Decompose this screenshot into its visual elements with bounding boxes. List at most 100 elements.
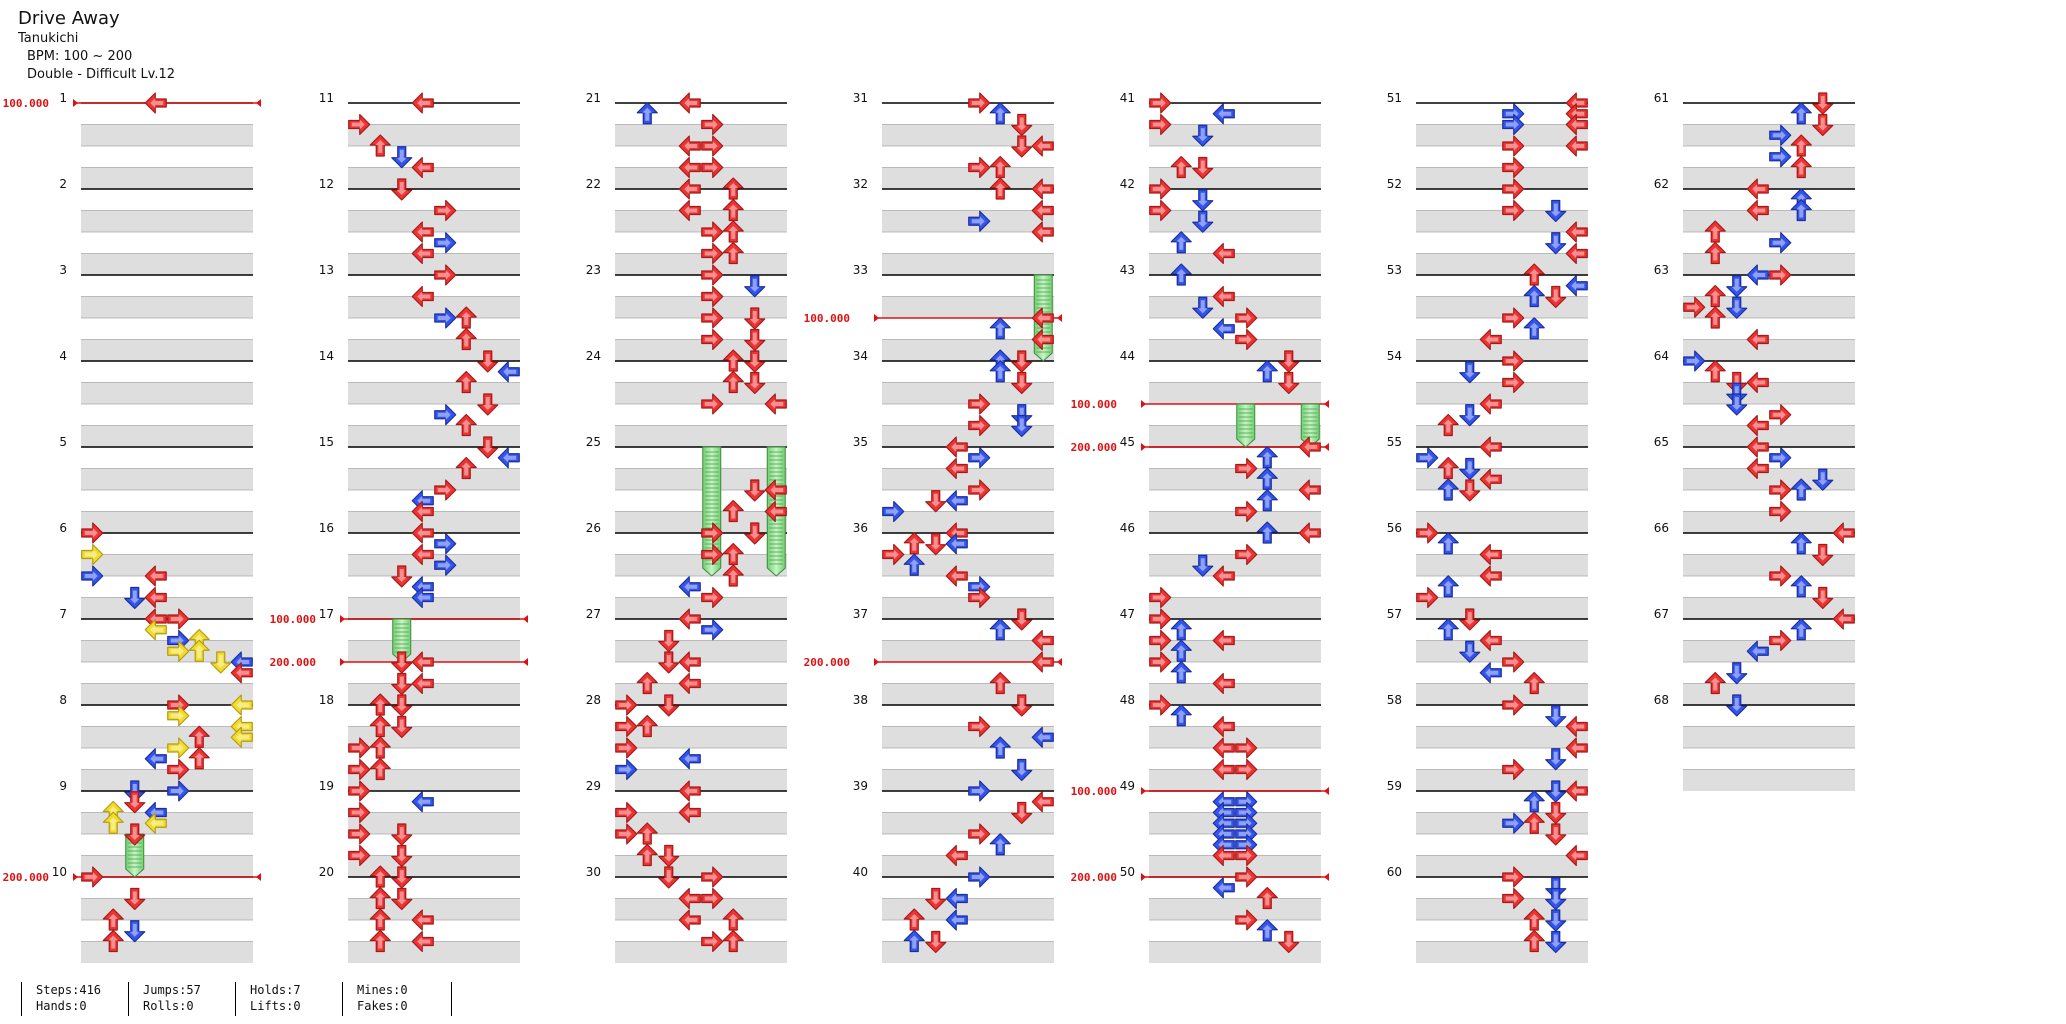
beat-band bbox=[1416, 425, 1588, 447]
arrow-note bbox=[1437, 413, 1459, 437]
arrow-note bbox=[1459, 361, 1481, 384]
arrow-note bbox=[81, 543, 104, 566]
arrow-note bbox=[968, 715, 991, 738]
beat-band bbox=[81, 855, 253, 877]
beat-band bbox=[81, 425, 253, 447]
arrow-note bbox=[764, 500, 787, 523]
beat-band bbox=[1416, 941, 1588, 963]
beat-band bbox=[81, 812, 253, 834]
arrow-note bbox=[701, 113, 724, 136]
arrow-note bbox=[678, 801, 701, 824]
arrow-note bbox=[1479, 565, 1502, 587]
bpm-marker-left bbox=[73, 873, 78, 881]
arrow-note bbox=[1149, 629, 1172, 652]
beat-band bbox=[615, 425, 787, 447]
measure-number: 27 bbox=[586, 607, 601, 621]
arrow-note bbox=[1565, 242, 1588, 265]
measure-number: 44 bbox=[1120, 349, 1135, 363]
arrow-note bbox=[1565, 780, 1588, 802]
beat-band bbox=[81, 554, 253, 576]
arrow-note bbox=[124, 791, 146, 814]
arrow-note bbox=[945, 887, 968, 910]
stat-mines: Mines:0 bbox=[357, 983, 408, 997]
hold-note bbox=[1300, 403, 1320, 448]
arrow-note bbox=[903, 532, 925, 555]
arrow-note bbox=[391, 715, 413, 739]
beat-band bbox=[615, 339, 787, 361]
arrow-note bbox=[411, 221, 434, 243]
arrow-note bbox=[701, 156, 724, 179]
arrow-note bbox=[945, 457, 968, 480]
beat-band bbox=[348, 511, 520, 533]
beat-band bbox=[615, 554, 787, 576]
arrow-note bbox=[1704, 360, 1726, 383]
bpm-label: 200.000 bbox=[1071, 441, 1117, 454]
measure-number: 11 bbox=[319, 91, 334, 105]
arrow-note bbox=[678, 608, 701, 630]
measure-number: 9 bbox=[59, 779, 67, 793]
song-header: Drive Away Tanukichi BPM: 100 ~ 200 Doub… bbox=[18, 8, 175, 84]
arrow-note bbox=[1683, 296, 1706, 318]
beat-band bbox=[1416, 339, 1588, 361]
arrow-note bbox=[1769, 500, 1792, 523]
beat-band bbox=[615, 124, 787, 146]
arrow-note bbox=[636, 102, 658, 125]
beat-band bbox=[1416, 855, 1588, 877]
beat-band bbox=[882, 769, 1054, 791]
beat-band bbox=[81, 640, 253, 662]
beat-band bbox=[882, 726, 1054, 748]
arrow-note bbox=[1459, 404, 1481, 427]
arrow-note bbox=[701, 328, 724, 351]
stats-mines-fakes: Mines:0 Fakes:0 bbox=[342, 982, 408, 1016]
arrow-note bbox=[1790, 478, 1812, 501]
arrow-note bbox=[744, 328, 766, 352]
arrow-note bbox=[1212, 672, 1235, 695]
beat-band bbox=[1683, 640, 1855, 662]
arrow-note bbox=[701, 135, 724, 157]
arrow-note bbox=[968, 414, 991, 437]
arrow-note bbox=[1416, 586, 1439, 609]
arrow-note bbox=[968, 866, 991, 888]
beat-band bbox=[1683, 511, 1855, 533]
beat-band bbox=[882, 597, 1054, 619]
beat-band bbox=[81, 511, 253, 533]
beat-band bbox=[348, 253, 520, 275]
arrow-note bbox=[411, 156, 434, 179]
arrow-note bbox=[678, 780, 701, 802]
bpm-marker-right bbox=[523, 615, 528, 623]
arrow-note bbox=[989, 618, 1011, 641]
arrow-note bbox=[722, 564, 744, 587]
arrow-note bbox=[1769, 629, 1792, 652]
arrow-note bbox=[1812, 113, 1834, 137]
arrow-note bbox=[701, 866, 724, 888]
arrow-note bbox=[925, 887, 947, 911]
bpm-label: 200.000 bbox=[1071, 871, 1117, 884]
stat-rolls: Rolls:0 bbox=[143, 999, 194, 1013]
arrow-note bbox=[658, 866, 680, 889]
arrow-note bbox=[411, 909, 434, 931]
arrow-note bbox=[925, 490, 947, 513]
measure-number: 52 bbox=[1387, 177, 1402, 191]
beat-band bbox=[615, 296, 787, 318]
arrow-note bbox=[230, 694, 253, 716]
arrow-note bbox=[1256, 521, 1278, 544]
measure-number: 39 bbox=[853, 779, 868, 793]
beat-band bbox=[1149, 511, 1321, 533]
arrow-note bbox=[455, 370, 477, 394]
beat-band bbox=[348, 339, 520, 361]
beat-band bbox=[1683, 683, 1855, 705]
arrow-note bbox=[1704, 306, 1726, 329]
arrow-note bbox=[925, 533, 947, 556]
arrow-note bbox=[1812, 543, 1834, 567]
beat-band bbox=[882, 511, 1054, 533]
measure-number: 40 bbox=[853, 865, 868, 879]
arrow-note bbox=[1726, 393, 1748, 416]
measure-number: 64 bbox=[1654, 349, 1669, 363]
arrow-note bbox=[1502, 758, 1525, 781]
measure-number: 37 bbox=[853, 607, 868, 621]
measure-number: 30 bbox=[586, 865, 601, 879]
arrow-note bbox=[882, 500, 905, 523]
arrow-note bbox=[1832, 608, 1855, 630]
measure-number: 29 bbox=[586, 779, 601, 793]
measure-number: 58 bbox=[1387, 693, 1402, 707]
